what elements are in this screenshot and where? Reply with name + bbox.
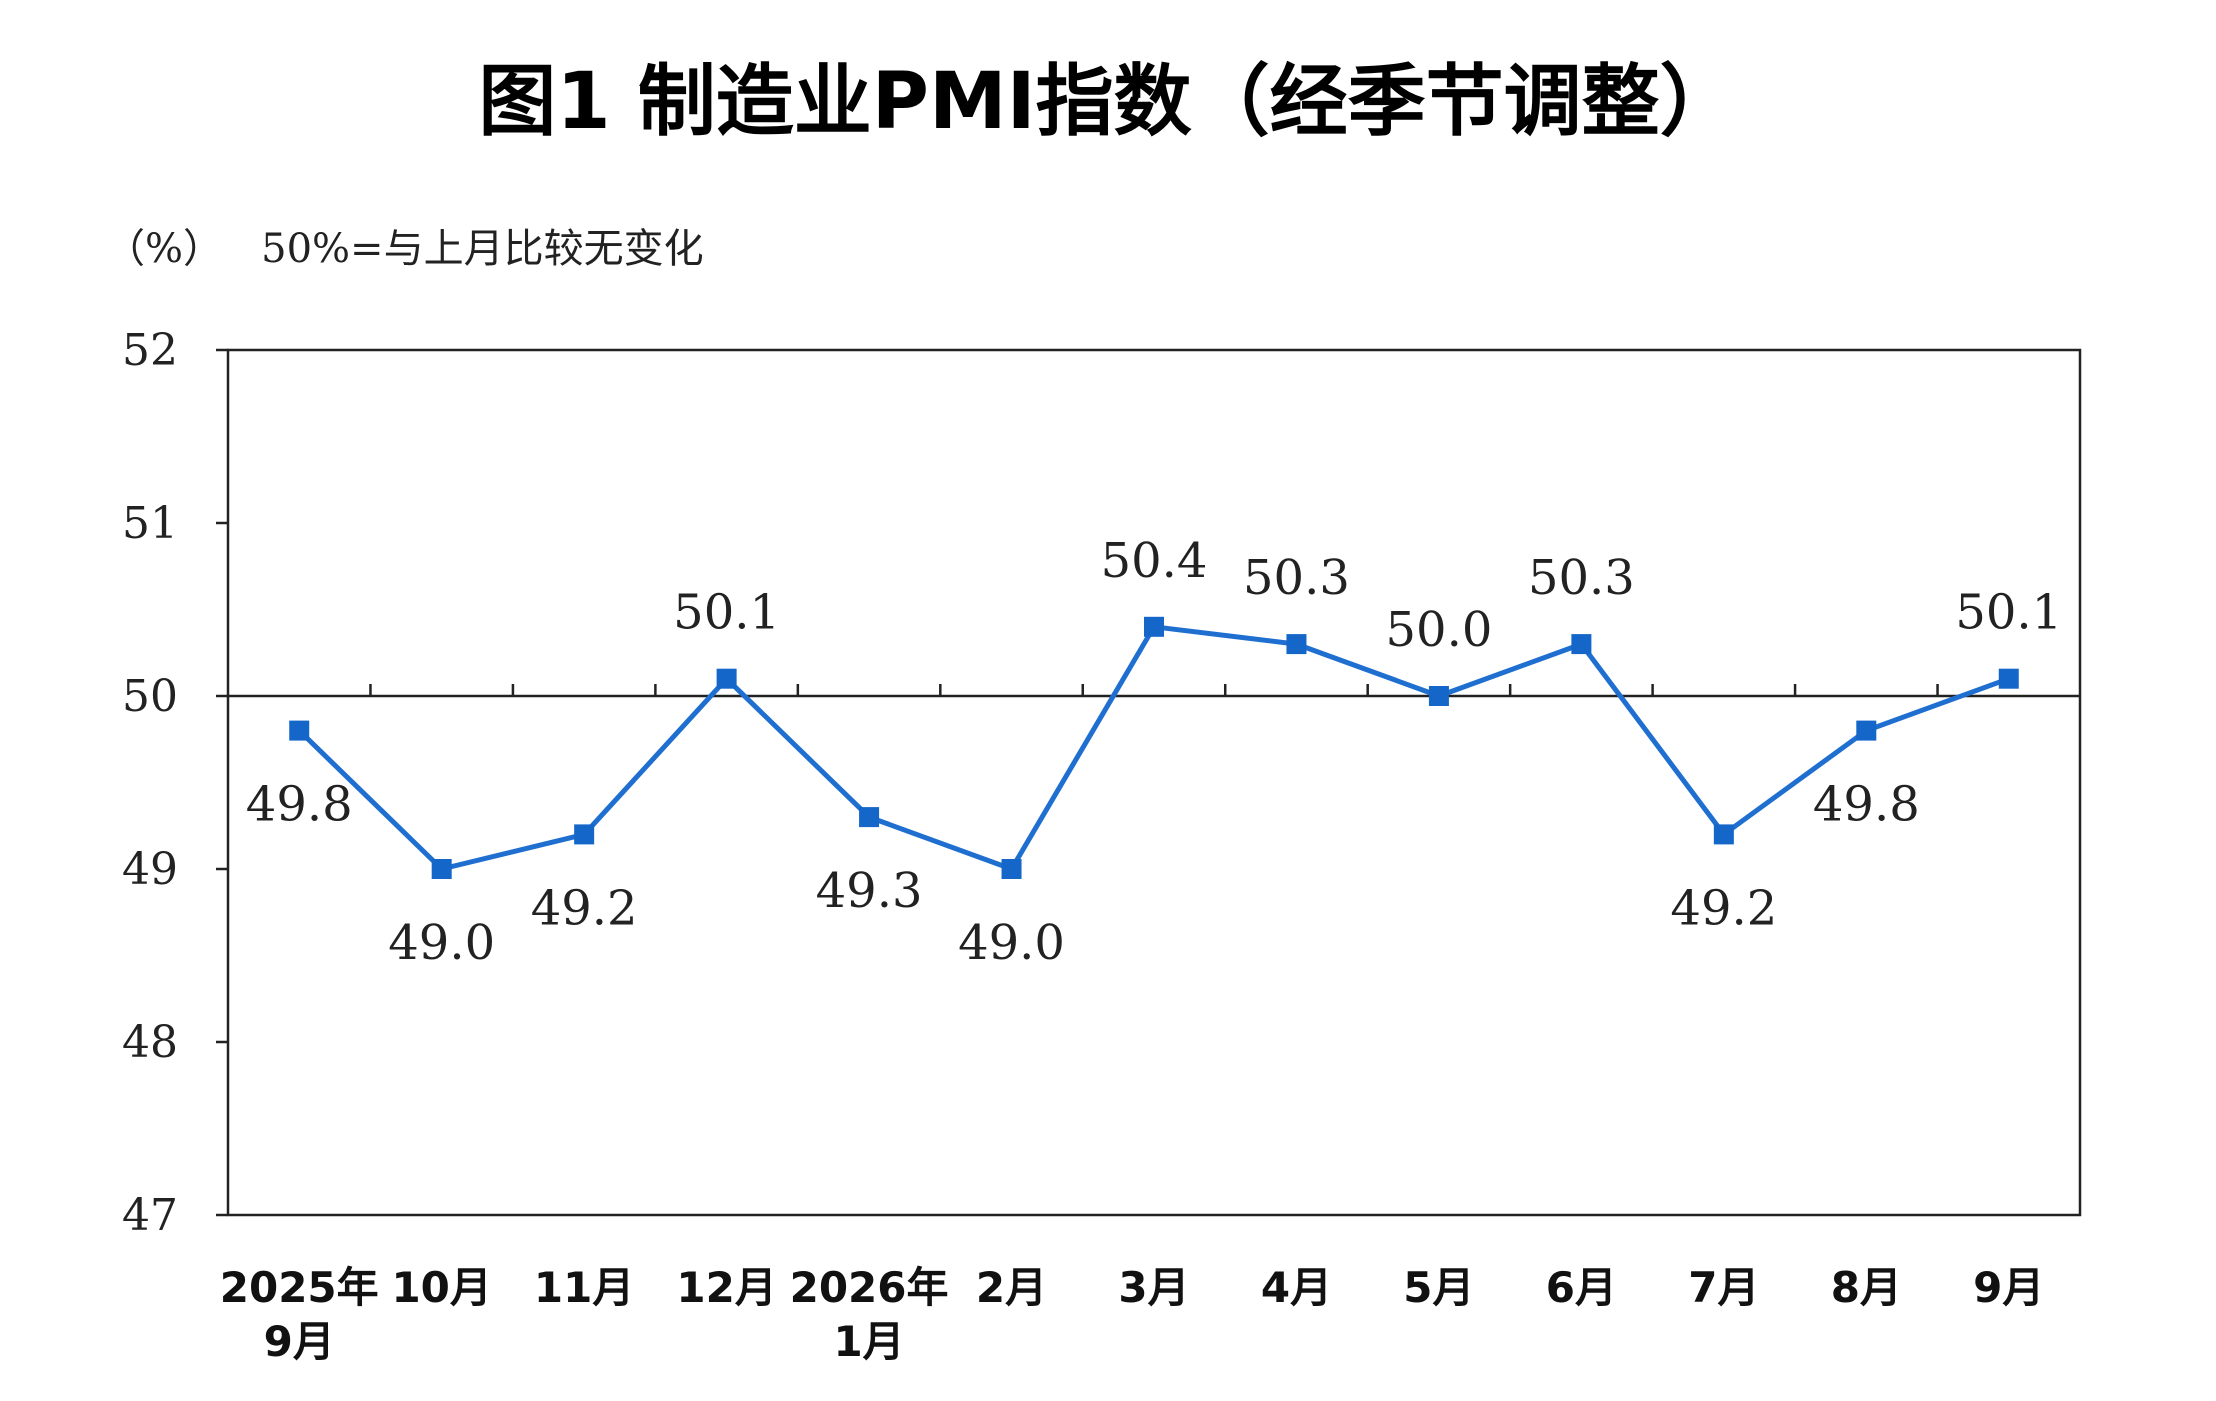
x-tick-label: 9月 bbox=[1973, 1263, 2044, 1312]
x-tick-label: 8月 bbox=[1831, 1263, 1902, 1312]
x-tick-label: 4月 bbox=[1261, 1263, 1332, 1312]
data-point-marker bbox=[716, 668, 737, 689]
x-tick-label: 11月 bbox=[534, 1263, 634, 1312]
data-point-marker bbox=[1001, 859, 1022, 879]
data-point-marker bbox=[574, 824, 595, 845]
y-tick-label: 50 bbox=[122, 671, 178, 722]
data-label: 50.1 bbox=[1955, 585, 2062, 641]
x-tick-label: 3月 bbox=[1118, 1263, 1189, 1312]
x-tick-label: 12月 bbox=[676, 1263, 776, 1312]
data-label: 50.3 bbox=[1243, 550, 1350, 606]
y-tick-label: 52 bbox=[122, 325, 178, 376]
data-point-marker bbox=[1998, 668, 2019, 689]
y-tick-label: 47 bbox=[122, 1190, 178, 1241]
chart-title: 图1 制造业PMI指数（经季节调整） bbox=[478, 57, 1737, 147]
data-label: 50.3 bbox=[1528, 550, 1635, 606]
x-tick-label: 2026年 1月 bbox=[790, 1263, 949, 1366]
data-point-marker bbox=[1286, 634, 1307, 655]
data-point-marker bbox=[1144, 616, 1164, 637]
data-point-marker bbox=[1713, 824, 1734, 845]
data-point-marker bbox=[1856, 720, 1877, 741]
y-tick-label: 51 bbox=[122, 498, 178, 549]
data-point-marker bbox=[1428, 686, 1449, 706]
x-tick-label: 5月 bbox=[1403, 1263, 1474, 1312]
data-label: 50.0 bbox=[1385, 602, 1492, 658]
y-tick-label: 48 bbox=[122, 1017, 178, 1068]
unit-label: （%） 50%=与上月比较无变化 bbox=[105, 226, 704, 272]
data-label: 49.3 bbox=[816, 863, 923, 919]
data-point-marker bbox=[1571, 634, 1592, 655]
data-label: 50.4 bbox=[1101, 533, 1208, 589]
data-point-marker bbox=[289, 720, 310, 741]
data-label: 49.0 bbox=[388, 915, 495, 971]
data-label: 49.2 bbox=[531, 880, 638, 936]
x-tick-label: 6月 bbox=[1546, 1263, 1617, 1312]
data-label: 49.0 bbox=[958, 915, 1065, 971]
x-tick-label: 7月 bbox=[1688, 1263, 1759, 1312]
data-label: 50.1 bbox=[673, 585, 780, 641]
data-label: 49.2 bbox=[1670, 880, 1777, 936]
x-tick-label: 2025年 9月 bbox=[220, 1263, 379, 1366]
series-line bbox=[297, 624, 2010, 872]
data-label: 49.8 bbox=[246, 777, 353, 833]
data-label: 49.8 bbox=[1813, 777, 1920, 833]
plot-frame bbox=[226, 348, 2082, 1217]
y-tick-label: 49 bbox=[122, 844, 178, 895]
x-tick-label: 10月 bbox=[391, 1263, 491, 1312]
data-point-marker bbox=[859, 807, 880, 828]
x-tick-label: 2月 bbox=[976, 1263, 1047, 1312]
data-point-marker bbox=[431, 859, 452, 879]
